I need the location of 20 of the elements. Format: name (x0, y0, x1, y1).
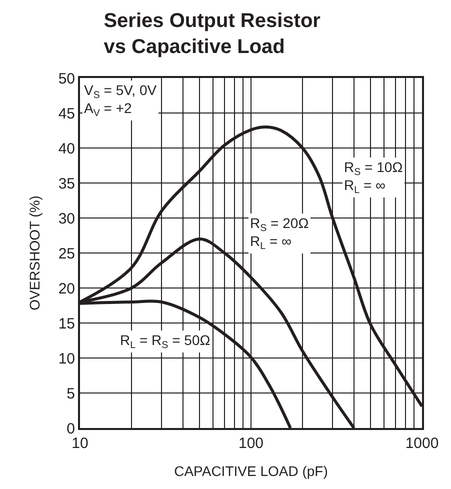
y-tick-label: 0 (66, 420, 75, 438)
y-tick-label: 10 (58, 350, 75, 368)
series-label: R$_{L}$ = R$_{S}$ = 50Ω (120, 332, 210, 351)
y-tick-label: 5 (66, 385, 75, 402)
y-tick-label: 30 (58, 210, 75, 228)
x-tick-label: 1000 (405, 435, 439, 452)
x-axis-title: CAPACITIVE LOAD (pF) (174, 462, 328, 479)
y-tick-label: 50 (58, 70, 75, 88)
annotation: V$_{S}$ = 5V, 0V A$_{V}$ = +2 (84, 82, 158, 120)
chart-title: Series Output Resistor vs Capacitive Load (104, 10, 321, 58)
y-tick-label: 45 (58, 105, 75, 122)
series-label: R$_{S}$ = 20Ω R$_{L}$ = ∞ (250, 215, 309, 252)
y-tick-label: 15 (58, 315, 75, 332)
y-axis-title: OVERSHOOT (%) (26, 196, 42, 310)
y-tick-label: 35 (58, 175, 75, 192)
y-tick-label: 20 (58, 280, 75, 298)
x-tick-label: 100 (238, 435, 264, 452)
y-tick-label: 25 (58, 245, 75, 262)
y-tick-label: 40 (58, 140, 75, 158)
series-label: R$_{S}$ = 10Ω R$_{L}$ = ∞ (344, 159, 403, 196)
